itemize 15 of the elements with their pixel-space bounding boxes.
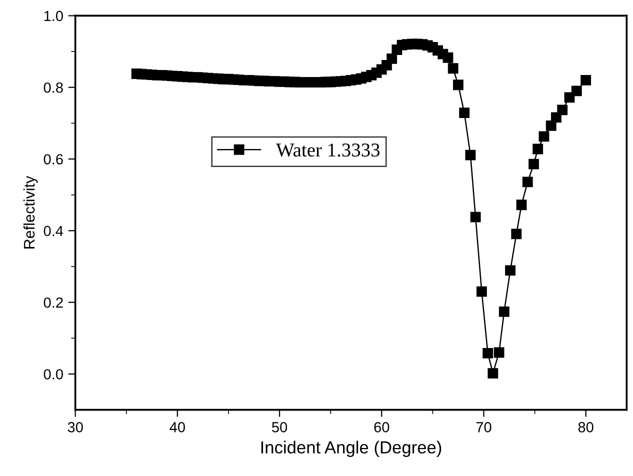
y-tick-label: 0.0 xyxy=(44,369,63,380)
y-tick-label: 1.0 xyxy=(44,10,63,22)
x-tick-label: 70 xyxy=(476,422,492,432)
y-tick-label: 0.6 xyxy=(44,154,63,164)
y-tick-label: 0.2 xyxy=(44,297,63,308)
x-tick-label: 30 xyxy=(68,422,83,432)
x-axis-title: Incident Angle (Degree) xyxy=(261,440,442,457)
x-tick-label: 50 xyxy=(272,422,288,432)
x-tick-label: 60 xyxy=(374,422,390,432)
y-tick-label: 0.4 xyxy=(44,226,64,236)
y-axis-title: Reflectivity xyxy=(23,176,38,248)
legend-label: Water 1.3333 xyxy=(276,144,380,157)
x-tick-label: 40 xyxy=(170,422,185,432)
x-tick-label: 80 xyxy=(578,422,594,432)
y-tick-label: 0.8 xyxy=(44,82,63,93)
